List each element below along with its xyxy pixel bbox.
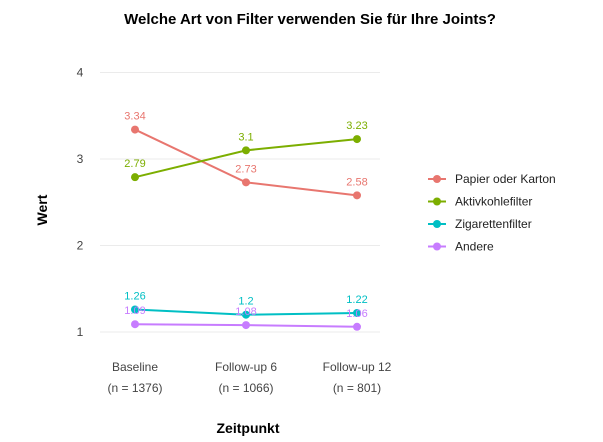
y-axis-label: Wert (34, 194, 50, 225)
data-point (242, 310, 250, 319)
data-label: 3.34 (124, 111, 145, 123)
data-label: 3.1 (238, 131, 253, 143)
data-point (353, 322, 361, 331)
data-point (242, 146, 250, 155)
y-tick-label: 3 (77, 152, 84, 166)
data-label: 1.08 (235, 306, 256, 318)
data-label: 1.09 (124, 305, 145, 317)
data-point (131, 173, 139, 182)
legend-key-point (433, 242, 441, 251)
legend-key-point (433, 175, 441, 183)
data-label: 2.73 (235, 163, 256, 175)
x-tick-label: Baseline (112, 360, 158, 374)
y-tick-label: 2 (77, 239, 84, 253)
data-point (242, 178, 250, 187)
data-point (242, 321, 250, 330)
data-label: 1.06 (346, 308, 367, 320)
x-tick-label: Follow-up 6 (215, 360, 277, 374)
x-tick-n-label: (n = 1066) (218, 381, 273, 395)
legend-key-point (433, 220, 441, 228)
data-label: 1.2 (238, 296, 253, 308)
data-label: 1.26 (124, 291, 145, 303)
data-label: 2.79 (124, 158, 145, 170)
x-tick-label: Follow-up 12 (323, 360, 392, 374)
data-point (353, 135, 361, 144)
legend-key-point (433, 197, 441, 206)
x-tick-n-label: (n = 801) (333, 381, 381, 395)
data-point (131, 320, 139, 329)
x-axis-label: Zeitpunkt (217, 420, 280, 436)
legend-label: Papier oder Karton (455, 172, 556, 186)
y-tick-label: 1 (77, 325, 84, 339)
chart-title: Welche Art von Filter verwenden Sie für … (124, 11, 496, 28)
data-point (353, 191, 361, 200)
data-label: 2.58 (346, 176, 367, 188)
data-point (131, 125, 139, 134)
legend-label: Andere (455, 240, 494, 254)
data-point (353, 308, 361, 317)
y-tick-label: 4 (77, 66, 84, 80)
data-point (131, 305, 139, 314)
legend-label: Aktivkohlefilter (455, 195, 532, 209)
legend-label: Zigarettenfilter (455, 217, 532, 231)
data-label: 3.23 (346, 120, 367, 132)
data-label: 1.22 (346, 294, 367, 306)
x-tick-n-label: (n = 1376) (107, 381, 162, 395)
